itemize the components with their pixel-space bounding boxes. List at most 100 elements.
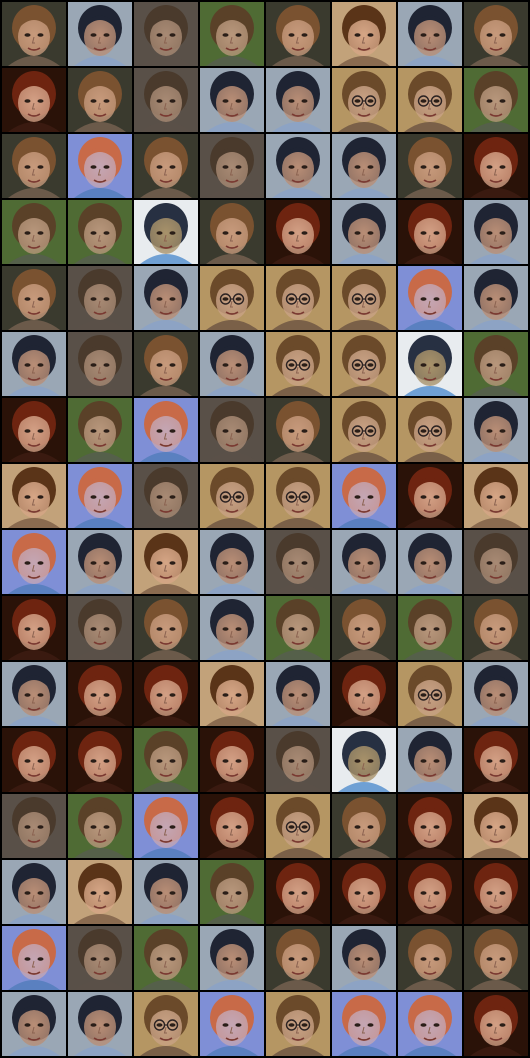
face-tile-dark-hair-child-face [2,860,66,924]
face-tile-woman-tan-background-face [464,794,528,858]
face-tile-dark-hair-child-face [464,398,528,462]
face-tile-grey-brown-face [200,134,264,198]
face-tile-purple-blue-overexposed-face [398,992,462,1056]
face-tile-woman-tan-background-face [464,464,528,528]
face-tile-red-hair-woman-face [464,134,528,198]
face-tile-red-hair-woman-face [464,728,528,792]
face-tile-red-hair-woman-face [2,728,66,792]
face-tile-grey-brown-face [266,530,330,594]
face-tile-light-brown-hair-face [464,926,528,990]
face-tile-dark-hair-child-face [200,530,264,594]
face-tile-red-hair-woman-face [200,728,264,792]
face-tile-light-brown-hair-face [464,2,528,66]
face-tile-grey-brown-face [134,2,198,66]
face-tile-light-brown-hair-face [134,596,198,660]
face-tile-red-hair-woman-face [134,662,198,726]
face-tile-grey-brown-face [134,464,198,528]
face-tile-dark-hair-child-face [200,926,264,990]
face-tile-grey-brown-face [2,794,66,858]
face-tile-dark-hair-child-face [398,530,462,594]
face-tile-dark-hair-child-face [200,68,264,132]
face-tile-grey-brown-face [266,728,330,792]
face-tile-woman-tan-background-face [134,530,198,594]
face-tile-light-brown-hair-face [200,200,264,264]
face-tile-woman-tan-background-face [68,860,132,924]
face-tile-light-brown-hair-face [2,134,66,198]
face-tile-glasses-woman-face [134,992,198,1056]
face-tile-red-hair-woman-face [332,662,396,726]
face-tile-purple-blue-overexposed-face [398,266,462,330]
face-tile-purple-blue-overexposed-face [332,992,396,1056]
face-tile-grey-brown-face [464,530,528,594]
face-tile-light-brown-hair-face [2,2,66,66]
face-tile-purple-blue-overexposed-face [332,464,396,528]
face-tile-light-brown-hair-face [134,332,198,396]
face-tile-purple-blue-overexposed-face [134,398,198,462]
face-tile-light-brown-hair-face [332,794,396,858]
face-tile-green-background-face [2,200,66,264]
face-tile-green-background-face [200,2,264,66]
face-tile-red-hair-woman-face [2,596,66,660]
face-tile-grey-brown-face [68,332,132,396]
face-tile-red-hair-woman-face [464,860,528,924]
face-tile-dark-hair-child-face [68,2,132,66]
face-tile-green-background-face [200,860,264,924]
face-tile-dark-hair-child-face [266,68,330,132]
face-tile-purple-blue-overexposed-face [200,992,264,1056]
face-tile-light-brown-hair-face [398,134,462,198]
face-tile-grey-brown-face [68,596,132,660]
face-tile-light-brown-hair-face [398,926,462,990]
face-tile-dark-hair-child-face [332,134,396,198]
face-tile-dark-hair-child-face [266,134,330,198]
face-tile-purple-blue-overexposed-face [68,464,132,528]
face-tile-glasses-woman-face [200,464,264,528]
face-tile-glasses-woman-face [266,992,330,1056]
face-tile-glasses-woman-face [398,398,462,462]
face-tile-red-hair-woman-face [332,860,396,924]
face-tile-dark-hair-child-face [398,728,462,792]
face-tile-glasses-woman-face [398,68,462,132]
face-tile-light-brown-hair-face [266,2,330,66]
face-tile-grey-brown-face [68,266,132,330]
face-tile-grey-brown-face [200,398,264,462]
face-tile-blue-shirt-child-face [398,332,462,396]
face-tile-light-brown-hair-face [266,398,330,462]
face-tile-grey-brown-face [68,926,132,990]
face-tile-dark-hair-child-face [398,2,462,66]
face-tile-green-background-face [134,728,198,792]
face-tile-dark-hair-child-face [464,662,528,726]
face-tile-green-background-face [68,794,132,858]
face-tile-dark-hair-child-face [2,332,66,396]
face-tile-green-background-face [464,68,528,132]
face-tile-dark-hair-child-face [332,530,396,594]
face-tile-purple-blue-overexposed-face [134,794,198,858]
face-tile-dark-hair-child-face [266,662,330,726]
face-tile-red-hair-woman-face [398,464,462,528]
face-tile-green-background-face [134,926,198,990]
face-tile-red-hair-woman-face [68,728,132,792]
face-tile-dark-hair-child-face [134,860,198,924]
face-tile-green-background-face [266,596,330,660]
face-tile-red-hair-woman-face [398,200,462,264]
face-tile-glasses-woman-face [200,266,264,330]
face-tile-glasses-woman-face [266,464,330,528]
face-tile-woman-tan-background-face [2,464,66,528]
face-tile-purple-blue-overexposed-face [2,530,66,594]
face-tile-glasses-woman-face [266,266,330,330]
face-tile-glasses-woman-face [332,68,396,132]
face-tile-light-brown-hair-face [134,134,198,198]
face-tile-green-background-face [464,332,528,396]
face-tile-dark-hair-child-face [134,266,198,330]
face-tile-red-hair-woman-face [398,794,462,858]
face-tile-dark-hair-child-face [2,662,66,726]
face-tile-red-hair-woman-face [200,794,264,858]
face-tile-light-brown-hair-face [266,926,330,990]
face-tile-light-brown-hair-face [332,596,396,660]
face-tile-glasses-woman-face [266,794,330,858]
face-tile-woman-tan-background-face [332,2,396,66]
face-tile-red-hair-woman-face [266,860,330,924]
face-tile-green-background-face [398,596,462,660]
face-tile-light-brown-hair-face [68,68,132,132]
face-tile-glasses-woman-face [332,332,396,396]
face-tile-glasses-woman-face [266,332,330,396]
